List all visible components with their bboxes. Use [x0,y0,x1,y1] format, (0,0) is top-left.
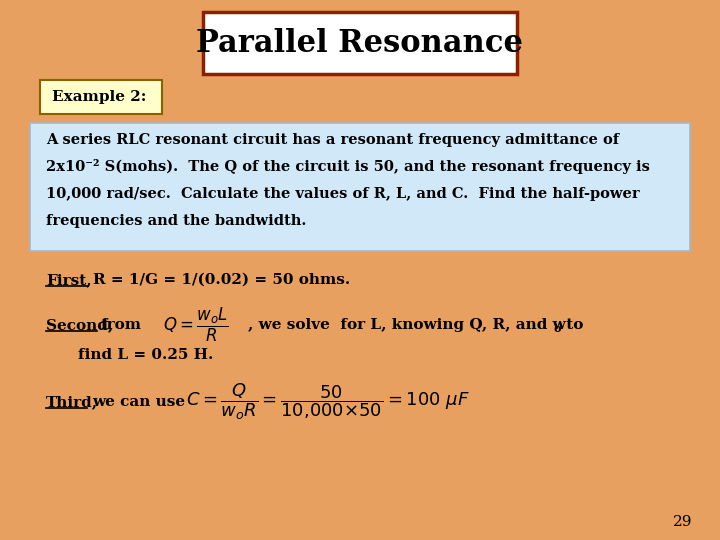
Text: find L = 0.25 H.: find L = 0.25 H. [78,348,213,362]
Text: from: from [101,318,142,332]
Text: we can use: we can use [92,395,185,409]
Text: R = 1/G = 1/(0.02) = 50 ohms.: R = 1/G = 1/(0.02) = 50 ohms. [93,273,350,287]
FancyBboxPatch shape [203,12,517,74]
Text: 2x10⁻² S(mohs).  The Q of the circuit is 50, and the resonant frequency is: 2x10⁻² S(mohs). The Q of the circuit is … [46,159,650,174]
FancyBboxPatch shape [30,123,690,251]
Text: 29: 29 [672,515,692,529]
Text: Parallel Resonance: Parallel Resonance [197,28,523,58]
Text: frequencies and the bandwidth.: frequencies and the bandwidth. [46,214,307,228]
FancyBboxPatch shape [40,80,162,114]
Text: A series RLC resonant circuit has a resonant frequency admittance of: A series RLC resonant circuit has a reso… [46,133,619,147]
Text: to: to [561,318,583,332]
Text: Third,: Third, [46,395,98,409]
Text: , we solve  for L, knowing Q, R, and w: , we solve for L, knowing Q, R, and w [248,318,566,332]
Text: Example 2:: Example 2: [52,90,146,104]
Text: Second,: Second, [46,318,113,332]
Text: First,: First, [46,273,91,287]
Text: $C = \dfrac{Q}{w_o R} = \dfrac{50}{10{,}000{\times}50} = 100 \ \mu F$: $C = \dfrac{Q}{w_o R} = \dfrac{50}{10{,}… [186,382,470,422]
Text: o: o [554,323,562,334]
Text: $Q = \dfrac{w_o L}{R}$: $Q = \dfrac{w_o L}{R}$ [163,306,229,344]
Text: 10,000 rad/sec.  Calculate the values of R, L, and C.  Find the half-power: 10,000 rad/sec. Calculate the values of … [46,187,639,201]
